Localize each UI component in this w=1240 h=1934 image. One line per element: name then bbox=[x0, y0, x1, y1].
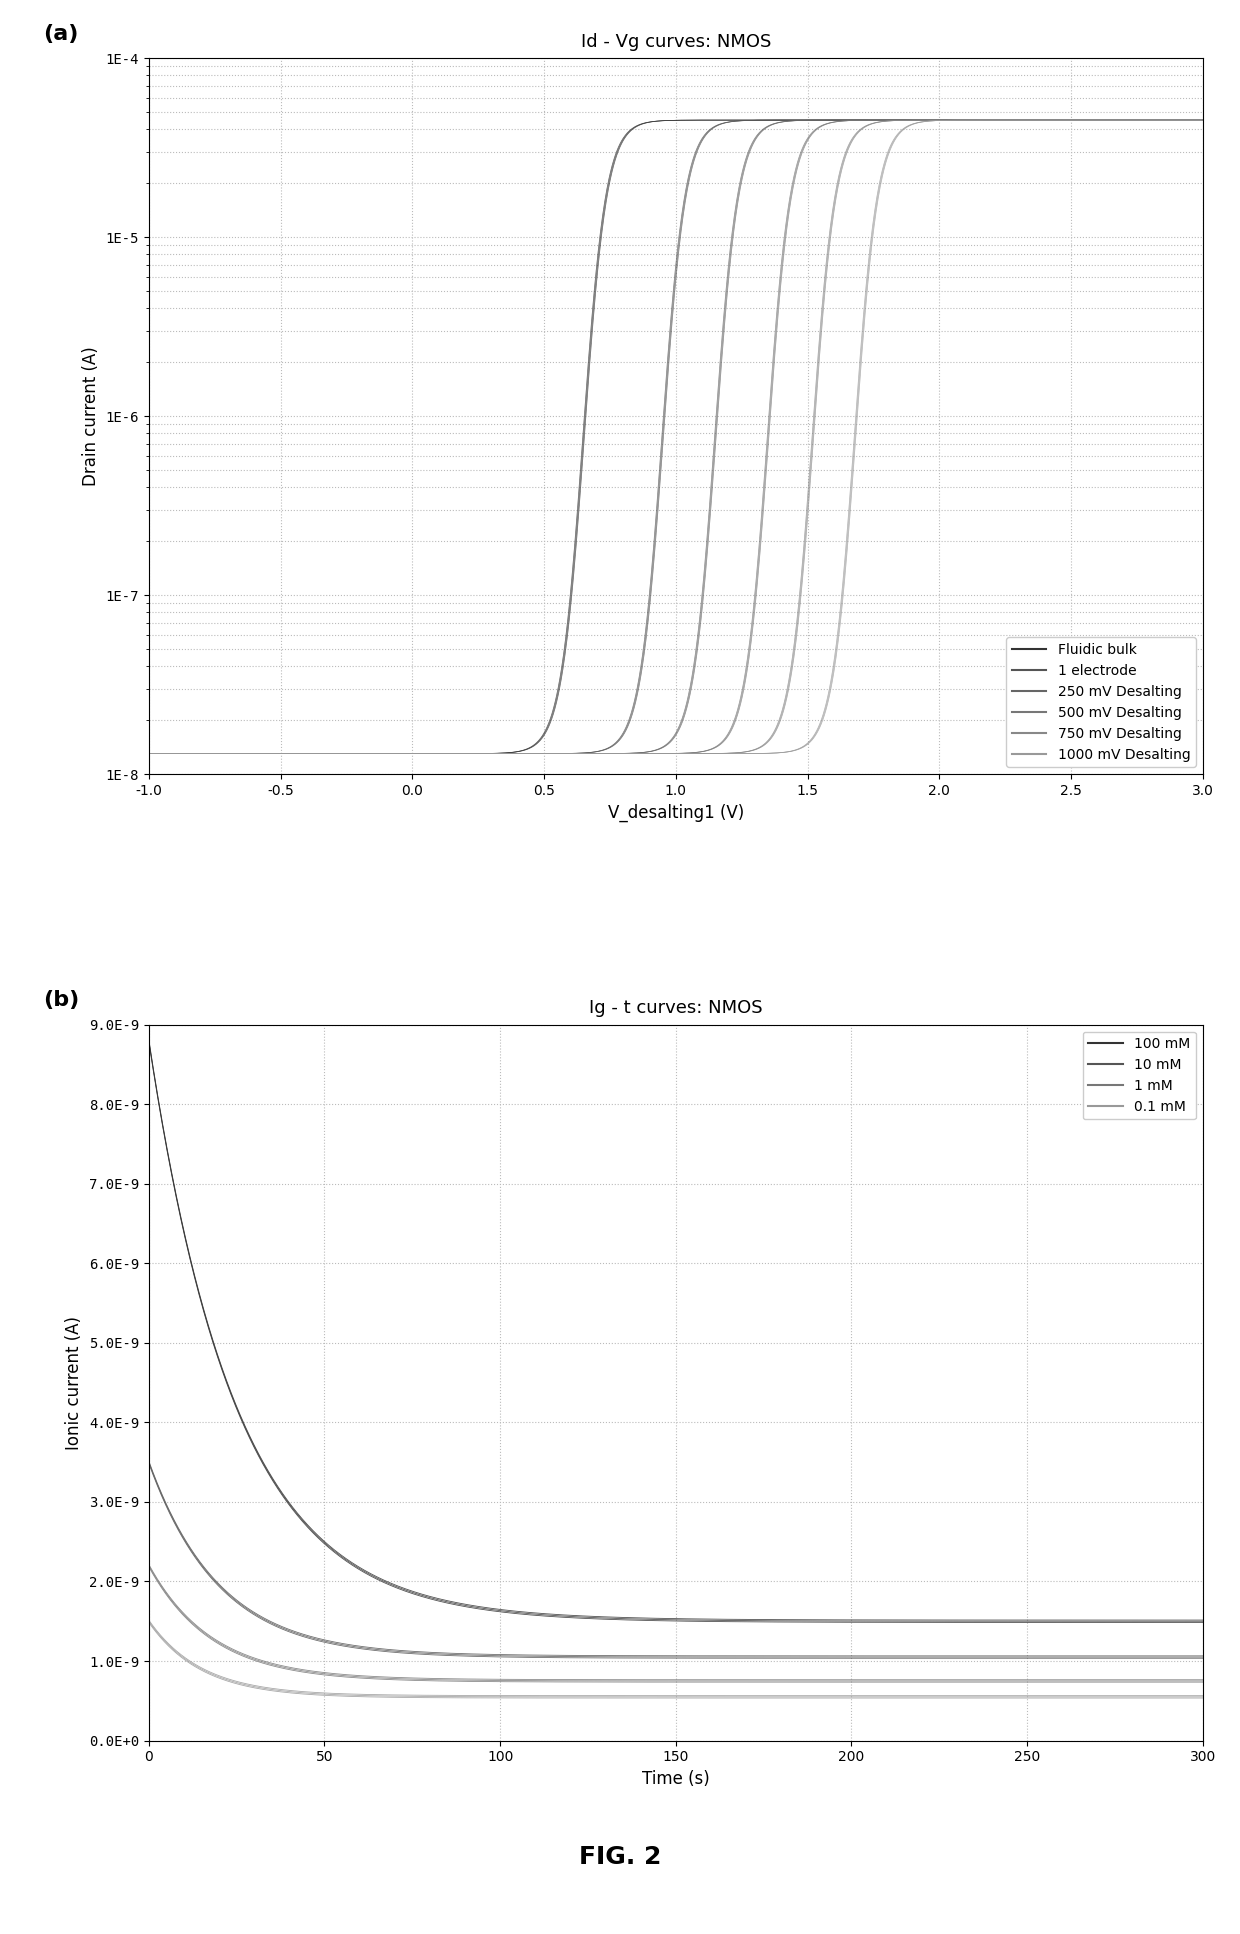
Text: FIG. 2: FIG. 2 bbox=[579, 1845, 661, 1868]
Text: (b): (b) bbox=[43, 990, 79, 1010]
Title: Ig - t curves: NMOS: Ig - t curves: NMOS bbox=[589, 1000, 763, 1017]
Text: (a): (a) bbox=[43, 23, 79, 44]
X-axis label: V_desalting1 (V): V_desalting1 (V) bbox=[608, 803, 744, 822]
Y-axis label: Ionic current (A): Ionic current (A) bbox=[66, 1315, 83, 1450]
Legend: Fluidic bulk, 1 electrode, 250 mV Desalting, 500 mV Desalting, 750 mV Desalting,: Fluidic bulk, 1 electrode, 250 mV Desalt… bbox=[1006, 636, 1195, 768]
Y-axis label: Drain current (A): Drain current (A) bbox=[82, 346, 100, 485]
Title: Id - Vg curves: NMOS: Id - Vg curves: NMOS bbox=[580, 33, 771, 50]
X-axis label: Time (s): Time (s) bbox=[642, 1770, 709, 1787]
Legend: 100 mM, 10 mM, 1 mM, 0.1 mM: 100 mM, 10 mM, 1 mM, 0.1 mM bbox=[1083, 1031, 1195, 1120]
